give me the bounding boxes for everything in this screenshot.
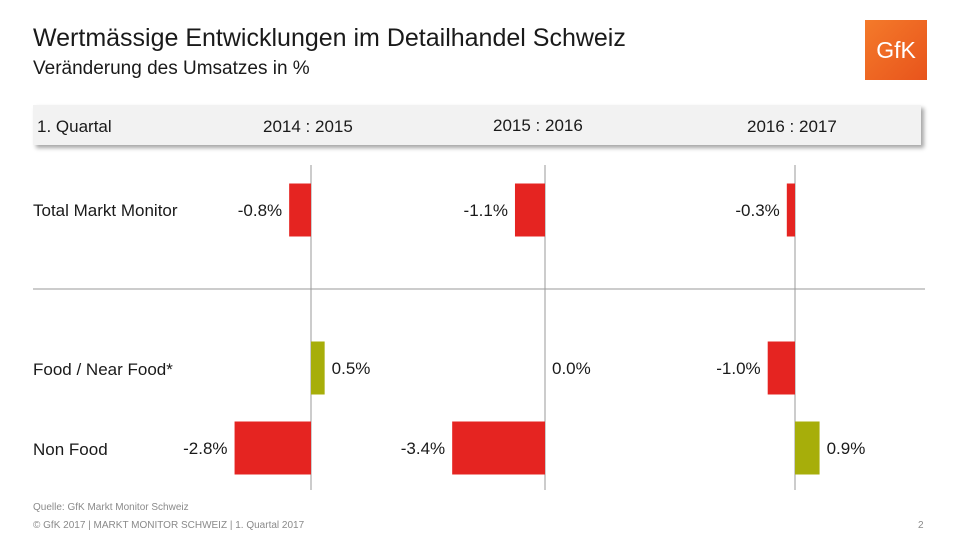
page-number: 2 <box>918 520 924 531</box>
page-subtitle: Veränderung des Umsatzes in % <box>33 58 310 79</box>
data-label-1-1: -0.8% <box>238 201 282 220</box>
period-label: 1. Quartal <box>37 117 112 136</box>
bar-3-1 <box>786 183 795 237</box>
data-label-3-1: -0.3% <box>735 201 779 220</box>
column-header-2016-2017: 2016 : 2017 <box>747 117 837 136</box>
bar-3-3 <box>795 421 820 475</box>
column-header-2014-2015: 2014 : 2015 <box>263 117 353 136</box>
data-label-1-2: 0.5% <box>332 359 371 378</box>
data-label-3-2: -1.0% <box>716 359 760 378</box>
data-label-3-3: 0.9% <box>827 439 866 458</box>
bar-1-3 <box>234 421 311 475</box>
bar-2-3 <box>452 421 545 475</box>
data-label-2-2: 0.0% <box>552 359 591 378</box>
column-header-2015-2016: 2015 : 2016 <box>493 116 583 135</box>
table-header-bar <box>33 105 921 145</box>
data-label-2-3: -3.4% <box>401 439 445 458</box>
bar-1-2 <box>311 341 325 395</box>
row-label-non-food: Non Food <box>33 440 108 459</box>
row-label-total-markt-monitor: Total Markt Monitor <box>33 201 178 220</box>
gfk-logo: GfK <box>865 20 927 80</box>
bar-3-2 <box>767 341 795 395</box>
data-label-2-1: -1.1% <box>464 201 508 220</box>
bar-2-1 <box>514 183 545 237</box>
bar-1-1 <box>289 183 311 237</box>
copyright-note: © GfK 2017 | MARKT MONITOR SCHWEIZ | 1. … <box>33 520 305 531</box>
source-note: Quelle: GfK Markt Monitor Schweiz <box>33 502 189 513</box>
page-title: Wertmässige Entwicklungen im Detailhande… <box>33 24 626 52</box>
row-label-food-near-food: Food / Near Food* <box>33 360 173 379</box>
data-label-1-3: -2.8% <box>183 439 227 458</box>
